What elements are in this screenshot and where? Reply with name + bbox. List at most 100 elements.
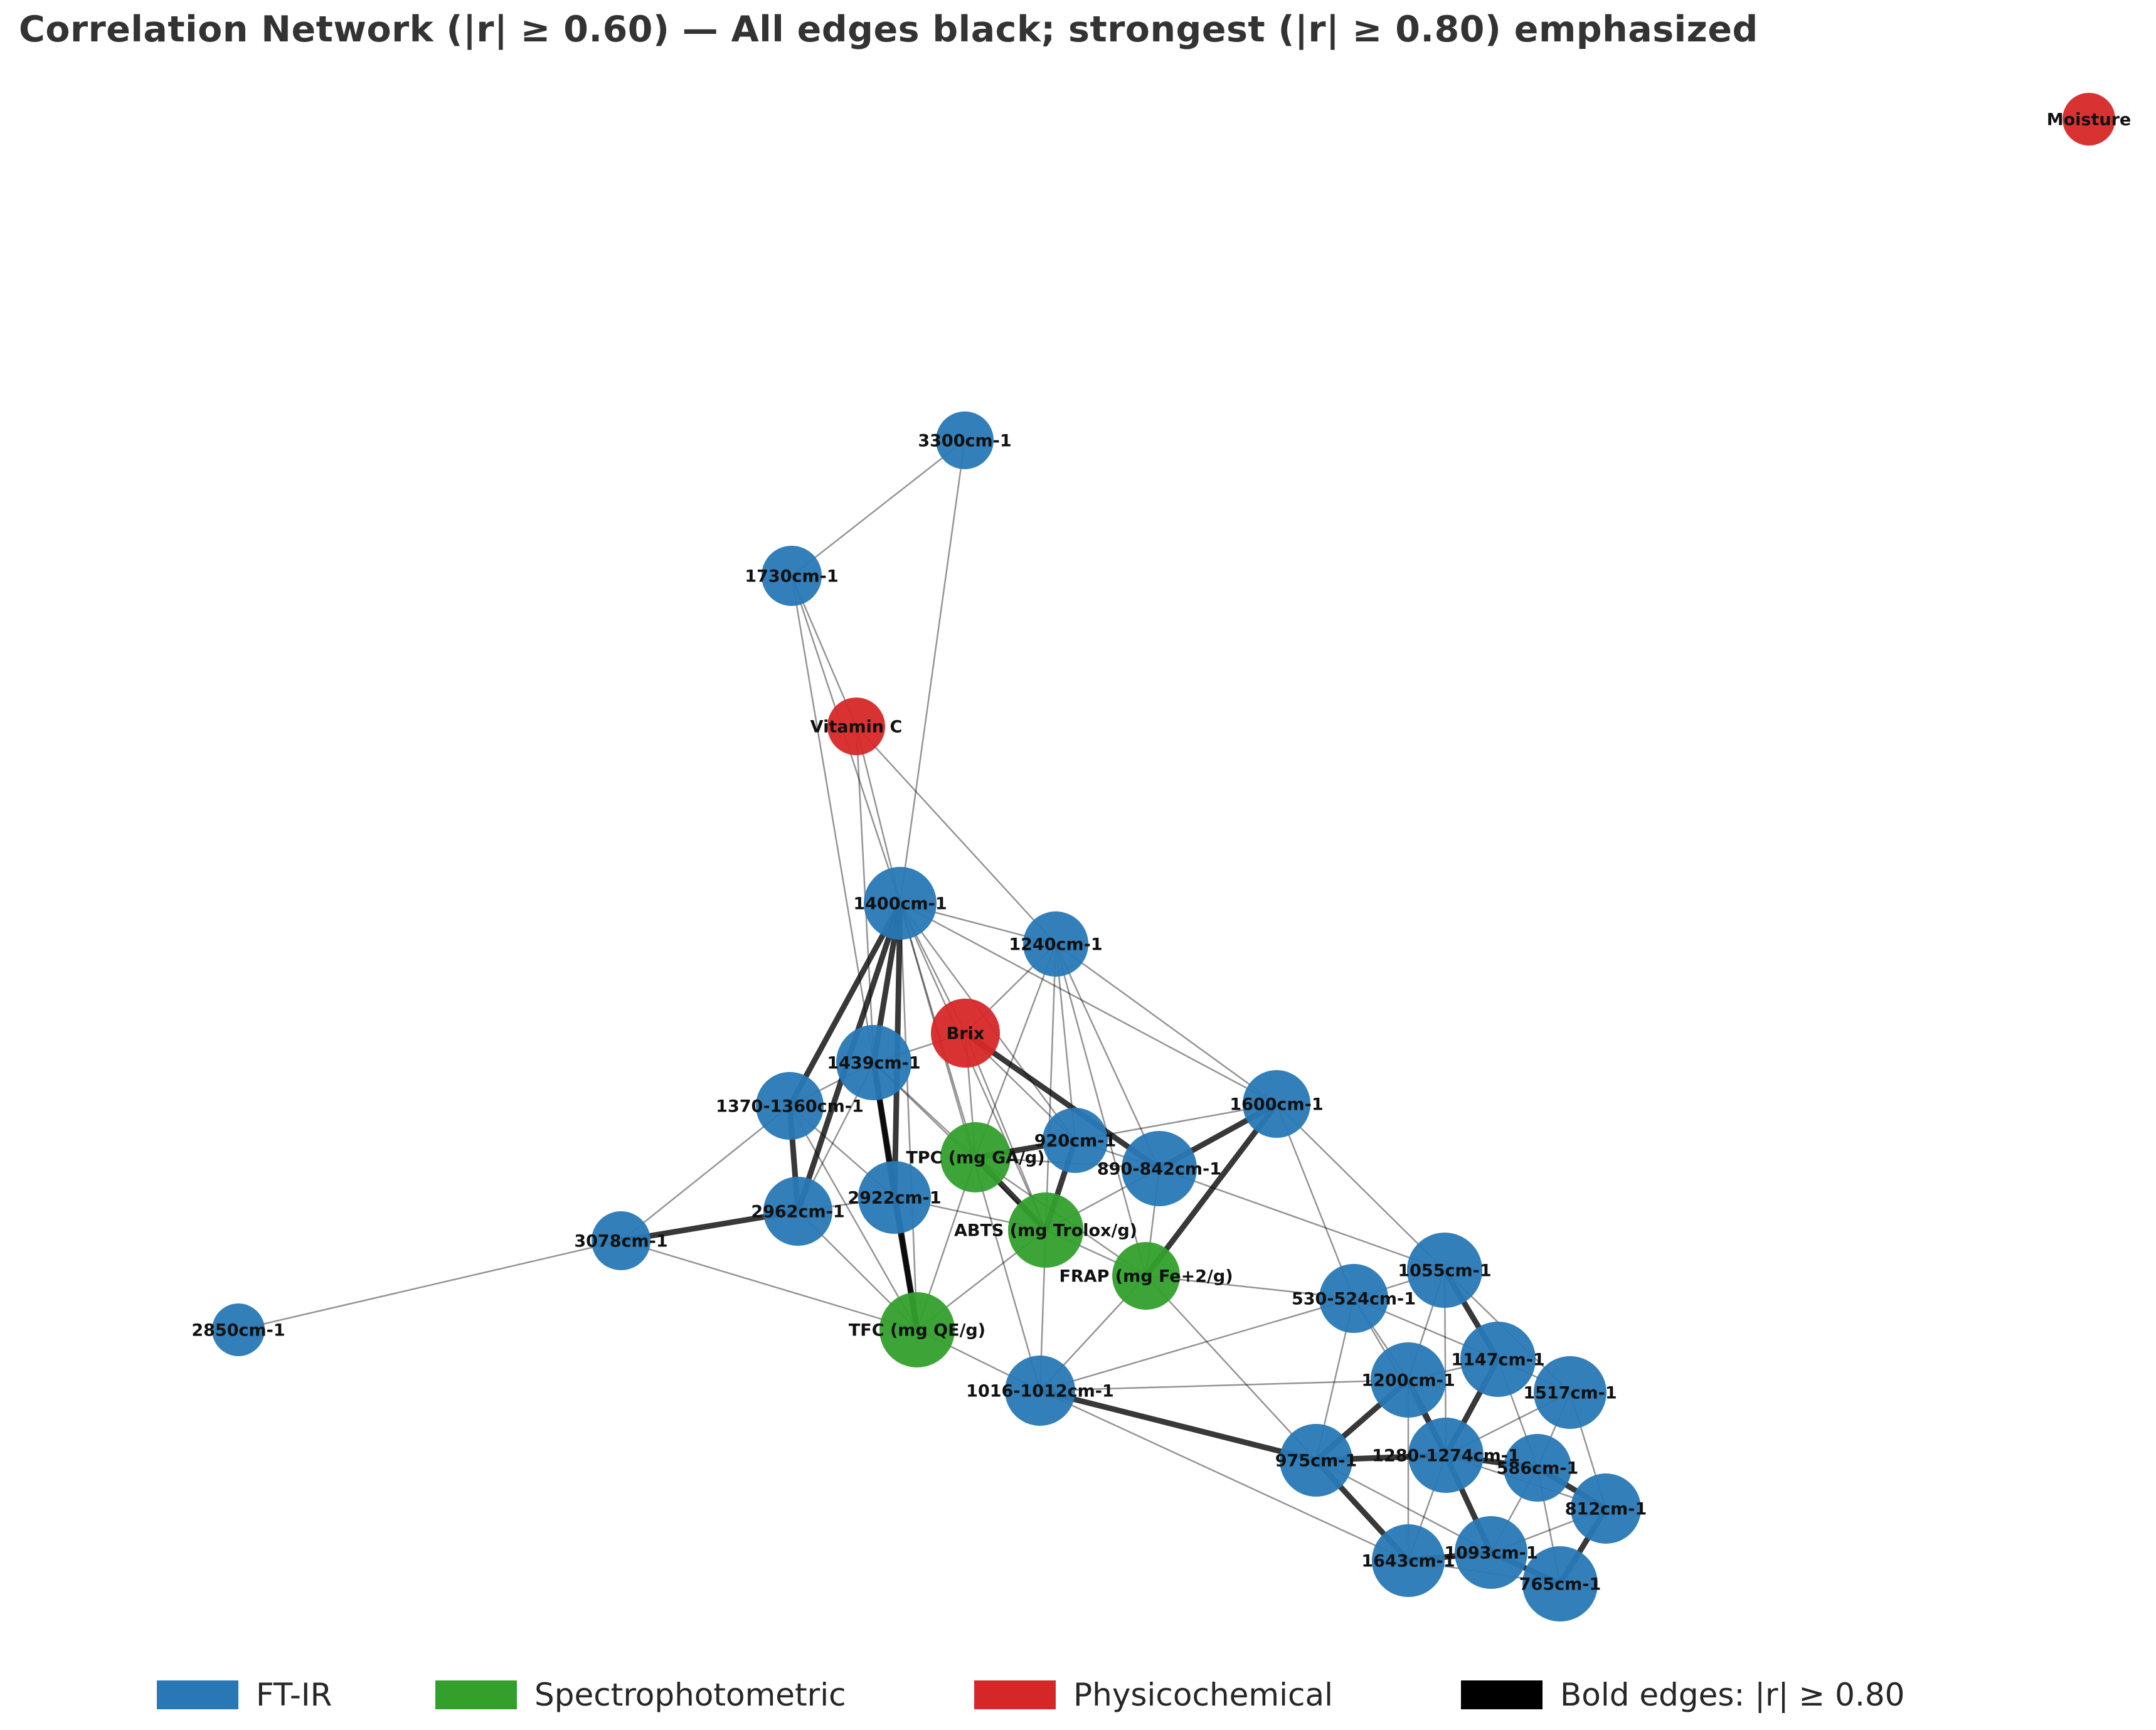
network-node xyxy=(1243,1070,1310,1138)
legend: FT-IR Spectrophotometric Physicochemical Bo… xyxy=(0,1670,2156,1720)
network-node xyxy=(1122,1131,1197,1206)
network-edge xyxy=(1145,1275,1354,1300)
network-edge-bold xyxy=(1039,1388,1317,1463)
node-label: 1517cm-1 xyxy=(1523,1383,1617,1403)
node-label: ABTS (mg Trolox/g) xyxy=(954,1221,1137,1240)
network-edge xyxy=(1055,943,1277,1105)
network-node xyxy=(931,999,1000,1068)
network-node xyxy=(1112,1242,1180,1310)
node-label: 1730cm-1 xyxy=(745,566,838,586)
node-label: 1600cm-1 xyxy=(1229,1095,1323,1114)
node-label: Vitamin C xyxy=(810,717,903,736)
legend-label: FT-IR xyxy=(256,1677,332,1713)
node-label: 975cm-1 xyxy=(1275,1451,1357,1470)
legend-label: Physicochemical xyxy=(1073,1677,1334,1713)
legend-item: Bold edges: |r| ≥ 0.80 xyxy=(1461,1670,1904,1720)
network-edge xyxy=(1075,1103,1277,1142)
network-node xyxy=(212,1303,265,1356)
network-edge xyxy=(1039,1389,1409,1562)
node-label: 812cm-1 xyxy=(1565,1499,1647,1519)
node-label: 530-524cm-1 xyxy=(1292,1289,1416,1308)
legend-swatch xyxy=(974,1680,1056,1709)
network-node xyxy=(1534,1356,1606,1429)
network-edge xyxy=(856,726,1056,945)
node-label: 1093cm-1 xyxy=(1444,1543,1537,1563)
node-label: 586cm-1 xyxy=(1497,1458,1579,1478)
network-edge xyxy=(1039,1379,1409,1392)
node-label: 1370-1360cm-1 xyxy=(716,1096,864,1116)
node-label: 1055cm-1 xyxy=(1398,1261,1491,1280)
network-node xyxy=(1280,1424,1352,1497)
node-label: 3078cm-1 xyxy=(574,1231,667,1251)
network-edge xyxy=(1054,943,1147,1276)
network-node xyxy=(1571,1473,1641,1544)
network-node xyxy=(827,698,885,755)
network-node xyxy=(1460,1322,1536,1397)
node-label: 765cm-1 xyxy=(1519,1574,1601,1594)
network-edge xyxy=(1145,1275,1317,1461)
legend-label: Bold edges: |r| ≥ 0.80 xyxy=(1560,1677,1905,1713)
network-node xyxy=(1408,1418,1484,1493)
node-label: 1439cm-1 xyxy=(827,1053,920,1073)
node-label: 1016-1012cm-1 xyxy=(966,1381,1114,1401)
network-edge-bold xyxy=(1144,1102,1279,1278)
node-label: TFC (mg QE/g) xyxy=(849,1320,985,1340)
network-node xyxy=(864,867,937,940)
network-node xyxy=(763,1177,832,1246)
network-node xyxy=(1504,1434,1571,1502)
network-edge-bold xyxy=(964,1031,1161,1171)
network-edge xyxy=(1276,1103,1445,1271)
network-edge xyxy=(620,1239,918,1331)
node-label: Brix xyxy=(947,1024,985,1043)
network-node xyxy=(1407,1233,1482,1308)
network-node xyxy=(592,1211,651,1270)
node-label: 890-842cm-1 xyxy=(1097,1159,1221,1179)
legend-item: Physicochemical xyxy=(974,1670,1333,1720)
network-node xyxy=(1455,1516,1527,1589)
network-node xyxy=(1371,1342,1446,1418)
node-label: TPC (mg GA/g) xyxy=(906,1148,1044,1167)
network-edge xyxy=(1054,943,1160,1169)
legend-swatch xyxy=(157,1680,238,1709)
network-edge xyxy=(620,1105,790,1241)
legend-swatch xyxy=(435,1680,517,1709)
network-edge xyxy=(791,440,965,576)
node-label: 3300cm-1 xyxy=(918,431,1011,450)
network-node xyxy=(1372,1524,1445,1597)
node-label: 1280-1274cm-1 xyxy=(1372,1446,1520,1465)
network-node xyxy=(2063,93,2115,146)
network-edge xyxy=(1044,943,1057,1231)
network-node xyxy=(936,411,994,469)
network-node xyxy=(756,1072,824,1140)
network-edge xyxy=(238,1239,622,1331)
network-edge xyxy=(789,1105,918,1330)
network-node xyxy=(1522,1546,1598,1621)
node-label: 2922cm-1 xyxy=(847,1188,941,1207)
node-label: 1400cm-1 xyxy=(853,894,947,913)
network-node xyxy=(940,1122,1011,1192)
network-node xyxy=(1008,1192,1083,1268)
network-edge xyxy=(900,902,1277,1105)
network-node xyxy=(858,1161,931,1234)
network-edge xyxy=(899,440,966,904)
network-edge xyxy=(974,943,1057,1158)
node-label: 2962cm-1 xyxy=(751,1202,844,1221)
legend-label: Spectrophotometric xyxy=(534,1677,846,1713)
network-edge xyxy=(1275,1103,1355,1299)
node-label: 1643cm-1 xyxy=(1361,1551,1455,1571)
node-label: 1200cm-1 xyxy=(1361,1371,1455,1390)
legend-swatch xyxy=(1461,1680,1543,1709)
network-edge xyxy=(1159,1167,1445,1271)
network-node xyxy=(1005,1356,1075,1426)
node-label: 1240cm-1 xyxy=(1009,935,1102,954)
network-node xyxy=(1023,911,1088,977)
node-label: Moisture xyxy=(2047,110,2132,129)
page-title: Correlation Network (|r| ≥ 0.60) — All e… xyxy=(19,9,1758,50)
legend-item: Spectrophotometric xyxy=(435,1670,846,1720)
network-node xyxy=(1043,1108,1108,1173)
node-label: 2850cm-1 xyxy=(191,1320,285,1340)
node-label: 920cm-1 xyxy=(1034,1131,1117,1150)
node-label: 1147cm-1 xyxy=(1451,1350,1544,1369)
